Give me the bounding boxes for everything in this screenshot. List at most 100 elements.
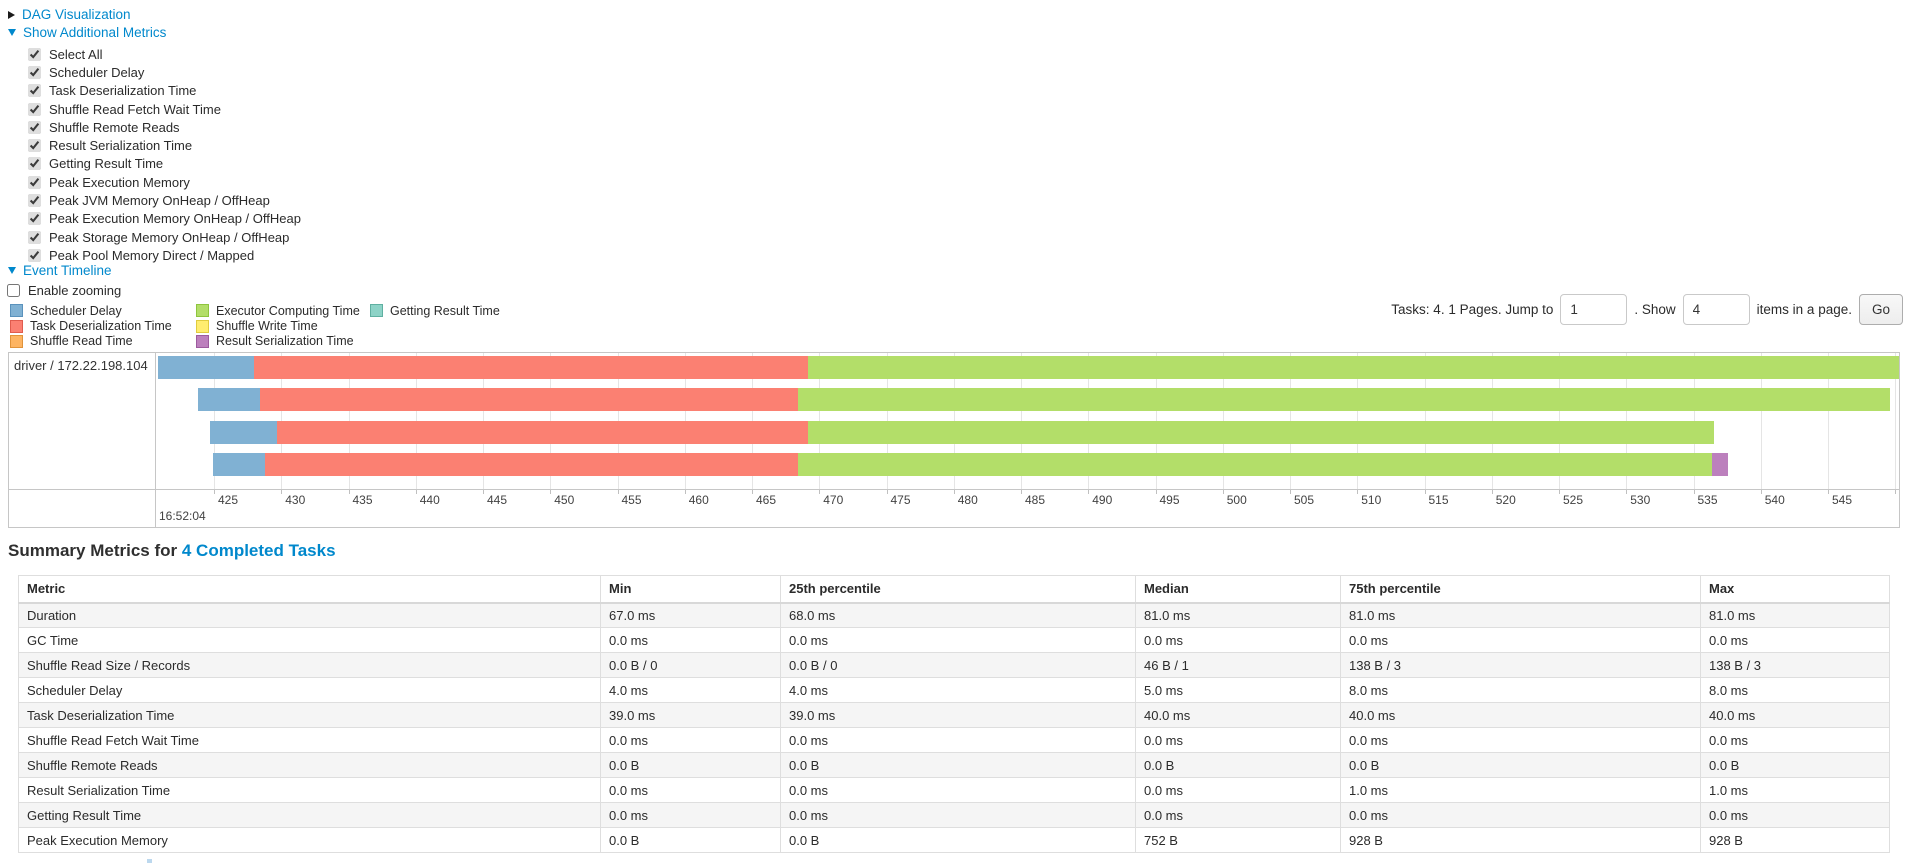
metric-value-cell: 0.0 ms — [1700, 802, 1890, 828]
legend-column: Scheduler Delay Task Deserialization Time… — [10, 303, 196, 349]
completed-tasks-link[interactable]: 4 Completed Tasks — [181, 541, 336, 560]
shuffle-read-swatch-icon — [10, 334, 23, 348]
shuffle-write-swatch-icon — [196, 319, 209, 333]
metric-value-cell: 138 B / 3 — [1700, 652, 1890, 678]
timeline-tick — [1491, 489, 1493, 494]
legend-item-getting-result: Getting Result Time — [370, 303, 500, 318]
summary-header-min: Min — [600, 575, 781, 604]
legend-label: Getting Result Time — [390, 303, 500, 318]
task-4-bar-task-deserialization[interactable] — [265, 453, 798, 476]
legend-item-result-serialization: Result Serialization Time — [196, 334, 370, 349]
enable-zooming-checkbox[interactable] — [7, 283, 20, 297]
timeline-tick-label: 430 — [285, 493, 306, 507]
metric-value-cell: 0.0 ms — [1135, 627, 1341, 653]
metric-value-cell: 0.0 ms — [780, 777, 1136, 803]
go-button[interactable]: Go — [1858, 294, 1903, 325]
legend-label: Task Deserialization Time — [30, 319, 172, 334]
timeline-tick — [281, 489, 283, 494]
metric-name-cell: Shuffle Read Fetch Wait Time — [18, 727, 601, 753]
metric-value-cell: 0.0 ms — [600, 727, 781, 753]
metric-checkbox-label: Peak Execution Memory OnHeap / OffHeap — [49, 211, 301, 227]
metric-value-cell: 0.0 B — [1700, 752, 1890, 778]
task-4-bar-executor-computing[interactable] — [797, 453, 1713, 476]
pagination-between-text: . Show — [1634, 302, 1676, 317]
metric-value-cell: 46 B / 1 — [1135, 652, 1341, 678]
metric-checkbox-peak-storage-memory-onheap-offheap[interactable] — [28, 230, 41, 244]
event-timeline-toggle[interactable]: Event Timeline — [8, 263, 112, 278]
scheduler-delay-swatch-icon — [10, 304, 23, 318]
items-per-page-input[interactable] — [1682, 294, 1750, 325]
metric-checkbox-select-all[interactable] — [28, 47, 41, 61]
timeline-tick-label: 515 — [1428, 493, 1449, 507]
timeline-tick-label: 520 — [1495, 493, 1516, 507]
timeline-tick-label: 495 — [1159, 493, 1180, 507]
task-3-bar-executor-computing[interactable] — [808, 421, 1714, 444]
legend-label: Shuffle Write Time — [216, 319, 318, 334]
summary-table-header-row: Metric Min 25th percentile Median 75th perce… — [18, 575, 1890, 604]
timeline-tick — [1155, 489, 1157, 494]
pagination-suffix-text: items in a page. — [1756, 302, 1852, 317]
metric-checkbox-peak-jvm-memory-onheap-offheap[interactable] — [28, 194, 41, 208]
timeline-tick — [1693, 489, 1695, 494]
timeline-tick-label: 525 — [1563, 493, 1584, 507]
metric-value-cell: 1.0 ms — [1340, 777, 1701, 803]
summary-row-shuffle-remote-reads: Shuffle Remote Reads 0.0 B 0.0 B 0.0 B 0.0 B… — [18, 752, 1890, 778]
timeline-tick — [550, 489, 552, 494]
metric-checkbox-peak-execution-memory-onheap-offheap[interactable] — [28, 212, 41, 226]
executor-label-column: driver / 172.22.198.104 — [9, 353, 156, 527]
metric-checkbox-peak-pool-memory-direct-mapped[interactable] — [28, 248, 41, 262]
task-1-bar-task-deserialization[interactable] — [254, 356, 809, 379]
event-timeline-chart: driver / 172.22.198.104 425 430 435 440 445 4… — [8, 352, 1900, 528]
summary-row-shuffle-read-fetch-wait-time: Shuffle Read Fetch Wait Time 0.0 ms 0.0 ms… — [18, 727, 1890, 753]
metric-value-cell: 8.0 ms — [1700, 677, 1890, 703]
metric-name-cell: Getting Result Time — [18, 802, 601, 828]
task-4-bar-result-serialization[interactable] — [1712, 453, 1729, 476]
timeline-tick — [1828, 489, 1829, 494]
task-2-bar-task-deserialization[interactable] — [259, 388, 798, 411]
timeline-tick-label: 510 — [1361, 493, 1382, 507]
timeline-tick-label: 540 — [1764, 493, 1785, 507]
metric-checkbox-label: Peak JVM Memory OnHeap / OffHeap — [49, 193, 270, 209]
jump-to-page-input[interactable] — [1560, 294, 1628, 325]
metric-name-cell: Shuffle Read Size / Records — [18, 652, 601, 678]
metric-checkbox-shuffle-remote-reads[interactable] — [28, 120, 41, 134]
metric-checkbox-label: Getting Result Time — [49, 156, 164, 172]
timeline-tick — [1021, 489, 1022, 494]
legend-label: Scheduler Delay — [30, 303, 122, 318]
task-1-bar-executor-computing[interactable] — [808, 356, 1899, 379]
metric-checkbox-getting-result-time[interactable] — [28, 157, 41, 171]
collapsed-arrow-icon — [8, 10, 15, 19]
metric-checkbox-result-serialization-time[interactable] — [28, 139, 41, 153]
task-3-bar-scheduler-delay[interactable] — [209, 421, 278, 444]
timeline-tick-label: 435 — [352, 493, 373, 507]
task-2-bar-executor-computing[interactable] — [797, 388, 1890, 411]
timeline-tick-label: 470 — [823, 493, 844, 507]
timeline-tick-label: 455 — [621, 493, 642, 507]
metric-value-cell: 39.0 ms — [780, 702, 1136, 728]
timeline-tick-label: 480 — [957, 493, 978, 507]
metric-checkbox-label: Peak Pool Memory Direct / Mapped — [49, 247, 255, 263]
pagination-prefix-text: Tasks: 4. 1 Pages. Jump to — [1391, 302, 1554, 317]
timeline-tick-label: 425 — [218, 493, 239, 507]
metric-checkbox-scheduler-delay[interactable] — [28, 65, 41, 79]
metric-checkbox-task-deserialization-time[interactable] — [28, 84, 41, 98]
metric-checkbox-shuffle-read-fetch-wait-time[interactable] — [28, 102, 41, 116]
metric-value-cell: 0.0 ms — [1700, 627, 1890, 653]
metric-checkbox-peak-execution-memory[interactable] — [28, 175, 41, 189]
timeline-tick — [1626, 489, 1628, 494]
metric-checkbox-label: Peak Storage Memory OnHeap / OffHeap — [49, 229, 290, 245]
task-3-bar-task-deserialization[interactable] — [277, 421, 809, 444]
task-4-bar-scheduler-delay[interactable] — [212, 453, 266, 476]
timeline-tick — [1088, 489, 1090, 494]
legend-label: Result Serialization Time — [216, 334, 354, 349]
metric-name-cell: Task Deserialization Time — [18, 702, 601, 728]
dag-visualization-toggle[interactable]: DAG Visualization — [8, 7, 131, 22]
metric-name-cell: Scheduler Delay — [18, 677, 601, 703]
task-2-bar-scheduler-delay[interactable] — [197, 388, 260, 411]
timeline-tick-label: 505 — [1294, 493, 1315, 507]
task-1-bar-scheduler-delay[interactable] — [157, 356, 255, 379]
metric-value-cell: 0.0 ms — [780, 627, 1136, 653]
summary-header-median: Median — [1135, 575, 1341, 604]
show-additional-metrics-toggle[interactable]: Show Additional Metrics — [8, 25, 166, 40]
